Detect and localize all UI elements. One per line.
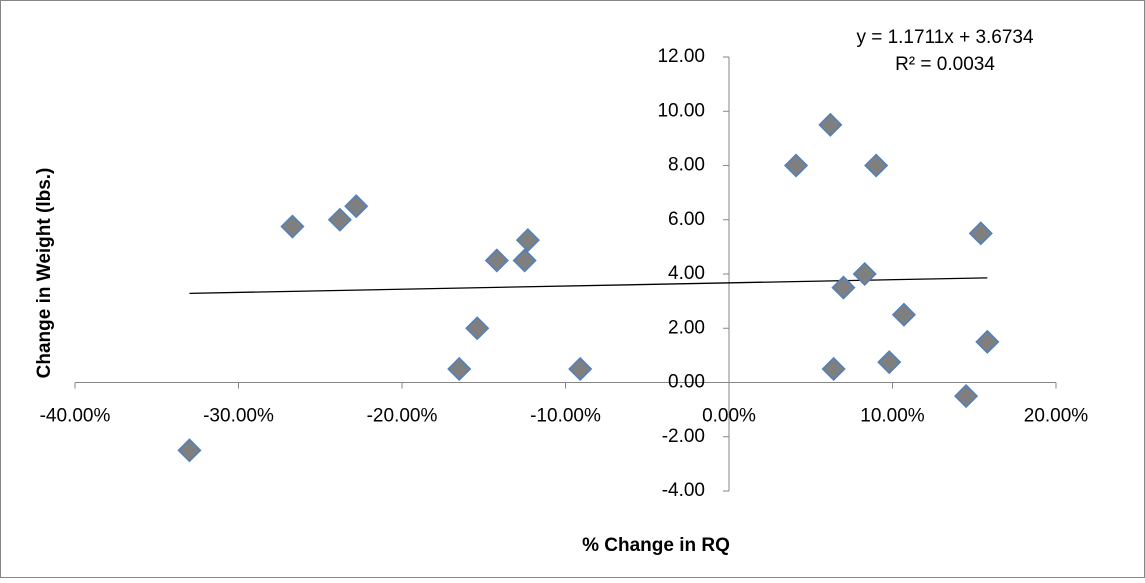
data-point [783,153,809,178]
y-axis-title: Change in Weight (lbs.) [34,168,55,379]
data-point [465,316,490,341]
x-tick-label: 20.00% [1024,406,1089,427]
y-tick-label: -4.00 [662,480,705,501]
y-tick-label: 0.00 [668,372,705,393]
y-tick-label: 2.00 [668,317,705,338]
data-point [954,384,979,409]
y-tick-label: 6.00 [668,209,705,230]
x-tick-label: -20.00% [367,406,438,427]
data-point [568,356,593,381]
data-point [484,248,509,273]
data-point [344,194,369,219]
data-point [821,356,846,381]
data-point [818,112,843,137]
data-point [280,214,305,239]
trendline-equation: y = 1.1711x + 3.6734 [856,27,1034,48]
y-tick-label: 4.00 [668,263,705,284]
data-point [327,207,352,232]
data-point [515,228,540,253]
x-tick-label: -40.00% [40,406,111,427]
data-point [864,153,889,178]
trendline [189,277,988,294]
x-axis-title: % Change in RQ [582,535,730,556]
data-point [877,350,902,375]
data-point [831,275,856,300]
x-tick-label: 0.00% [702,406,756,427]
x-tick-label: -10.00% [530,406,601,427]
data-point [447,356,472,381]
data-point [852,261,877,287]
x-tick-label: 10.00% [860,406,925,427]
data-point [891,302,917,327]
data-point [177,438,202,463]
y-tick-label: 8.00 [668,155,705,176]
data-point [968,221,993,246]
data-point [975,329,1000,354]
y-tick-label: -2.00 [662,426,705,447]
y-tick-label: 10.00 [657,100,705,121]
data-point [512,248,537,273]
trendline-r-squared: R² = 0.0034 [895,54,995,75]
x-tick-label: -30.00% [203,406,274,427]
y-tick-label: 12.00 [657,46,705,67]
